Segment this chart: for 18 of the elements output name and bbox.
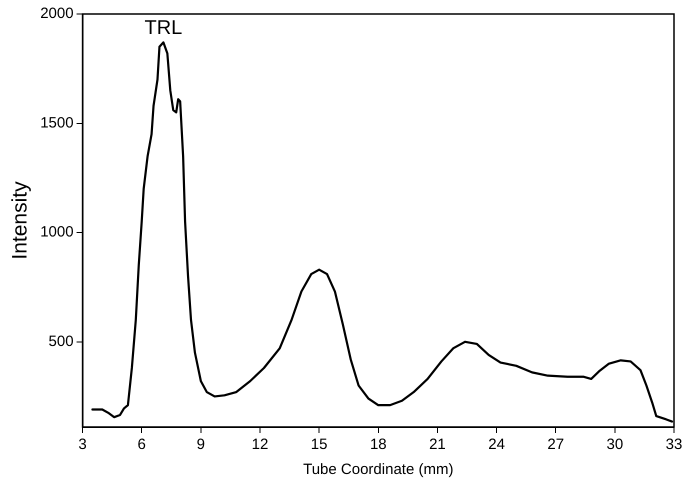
annotation: TRL bbox=[144, 17, 182, 39]
x-tick-label: 15 bbox=[310, 436, 328, 454]
y-tick-label: 1500 bbox=[40, 114, 74, 132]
y-tick-label: 1000 bbox=[40, 224, 74, 241]
x-tick-label: 3 bbox=[78, 436, 87, 454]
x-axis-title: Tube Coordinate (mm) bbox=[303, 461, 454, 478]
x-tick-label: 30 bbox=[606, 436, 624, 454]
x-tick-label: 6 bbox=[138, 436, 146, 454]
y-tick-label: 2000 bbox=[40, 5, 74, 22]
x-tick-label: 24 bbox=[488, 436, 505, 454]
x-tick-label: 33 bbox=[666, 436, 682, 454]
y-tick-label: 500 bbox=[48, 332, 74, 350]
x-tick-label: 9 bbox=[196, 436, 206, 454]
x-tick-label: 27 bbox=[547, 436, 564, 454]
x-tick-label: 12 bbox=[252, 436, 268, 454]
x-tick-label: 21 bbox=[429, 436, 446, 454]
x-tick-label: 18 bbox=[370, 436, 387, 454]
y-axis-title: Intensity bbox=[8, 180, 32, 260]
